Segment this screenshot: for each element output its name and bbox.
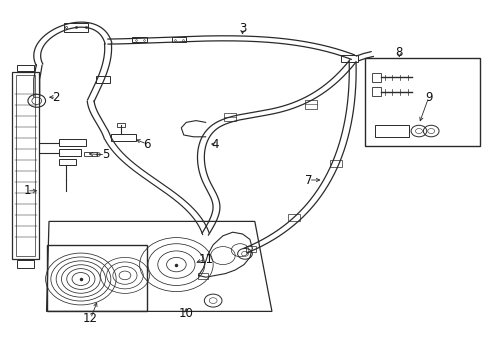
Bar xyxy=(288,214,300,221)
Bar xyxy=(17,65,34,71)
Bar xyxy=(59,149,81,156)
Text: 8: 8 xyxy=(395,46,403,59)
Bar xyxy=(172,37,186,42)
Bar xyxy=(47,245,147,311)
Bar xyxy=(372,87,381,96)
Bar xyxy=(16,75,35,256)
Bar xyxy=(64,23,88,32)
Bar xyxy=(96,76,110,83)
Text: 5: 5 xyxy=(101,148,109,161)
Text: 4: 4 xyxy=(212,138,220,150)
Bar xyxy=(84,152,97,156)
Text: 7: 7 xyxy=(305,174,313,186)
Bar xyxy=(365,58,480,146)
Text: 10: 10 xyxy=(179,307,194,320)
Text: 1: 1 xyxy=(23,184,31,197)
Bar xyxy=(198,273,208,279)
Bar xyxy=(375,125,409,137)
Bar xyxy=(12,72,39,259)
Bar xyxy=(117,123,125,127)
Text: 3: 3 xyxy=(239,22,246,35)
Bar xyxy=(372,73,381,82)
Bar xyxy=(59,159,76,165)
Bar xyxy=(341,55,358,62)
Bar xyxy=(330,160,342,167)
Text: 9: 9 xyxy=(425,91,433,104)
Text: 6: 6 xyxy=(143,138,151,150)
Bar xyxy=(246,246,256,252)
Text: 12: 12 xyxy=(83,312,98,325)
Text: 2: 2 xyxy=(52,91,60,104)
Bar xyxy=(305,100,317,109)
Bar xyxy=(17,260,34,268)
Bar xyxy=(111,134,136,141)
Bar xyxy=(224,113,236,121)
Bar xyxy=(59,139,86,146)
Text: 11: 11 xyxy=(198,253,213,266)
Bar xyxy=(132,37,147,42)
